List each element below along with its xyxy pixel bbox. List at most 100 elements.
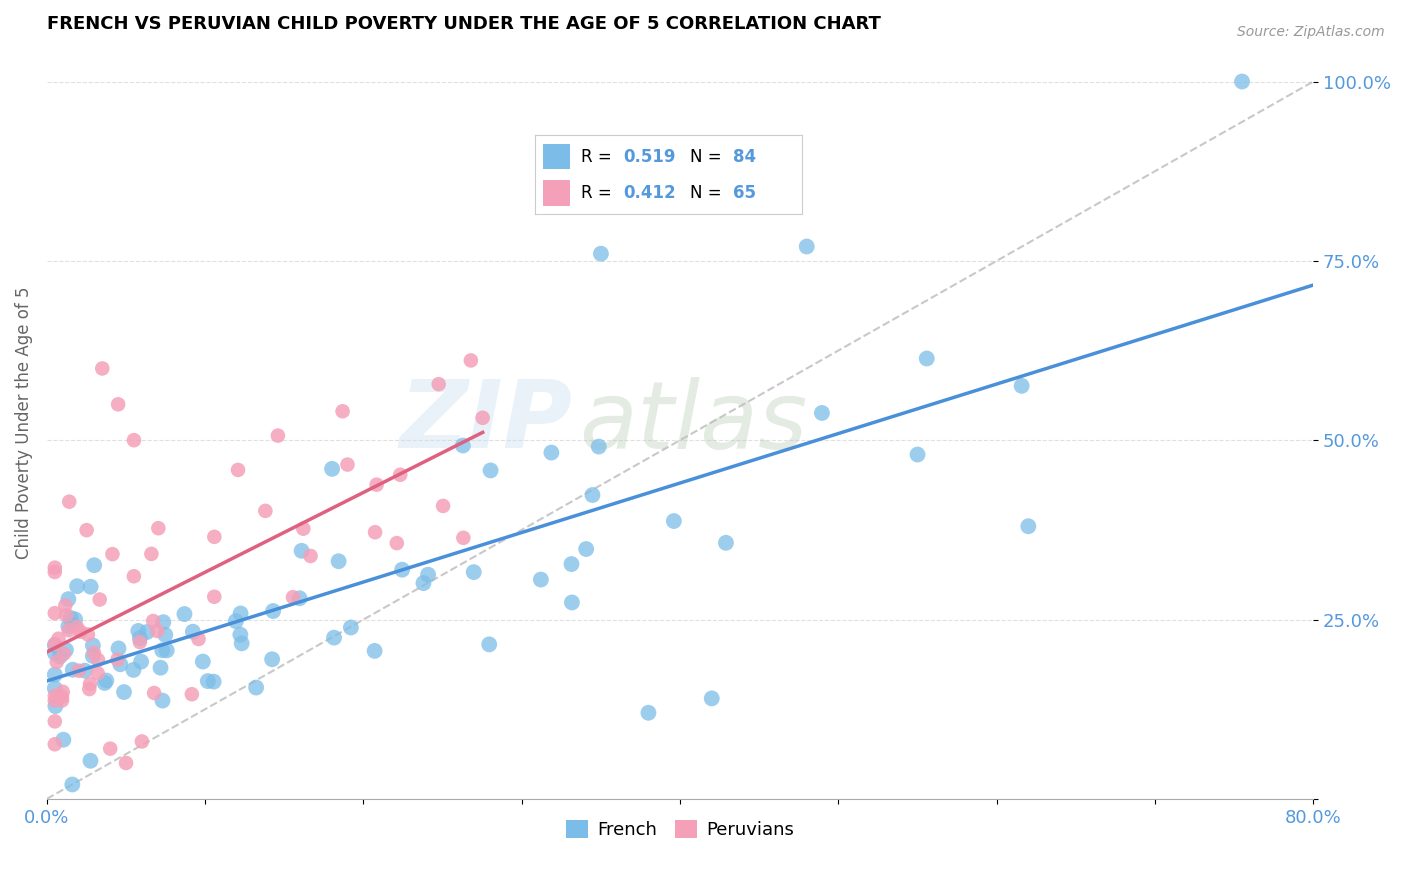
Point [225, 614, 247, 628]
Point [336, 458, 359, 472]
Point [146, 624, 169, 638]
Point [87, 653, 110, 667]
Point [136, 625, 159, 640]
Point [149, 661, 172, 675]
Point [44, 714, 66, 729]
Point [202, 530, 225, 544]
Point [291, 543, 314, 558]
Point [155, 628, 177, 642]
Point [202, 590, 225, 604]
Point [44, 606, 66, 620]
Text: R =: R = [581, 184, 617, 202]
Point [107, 641, 129, 656]
Point [152, 693, 174, 707]
Point [51, 690, 73, 704]
Point [101, 547, 124, 561]
Point [44, 646, 66, 660]
Point [79, 681, 101, 696]
Point [107, 397, 129, 411]
Point [58, 592, 80, 607]
Point [299, 549, 322, 563]
Point [1011, 379, 1033, 393]
Text: R =: R = [581, 148, 617, 166]
Point [63, 612, 86, 626]
Point [122, 433, 145, 447]
Point [122, 569, 145, 583]
Point [127, 624, 149, 638]
Point [44, 689, 66, 703]
Point [52, 685, 75, 699]
Point [637, 706, 659, 720]
Point [73, 664, 96, 678]
Point [915, 351, 938, 366]
Point [364, 525, 387, 540]
Point [60, 777, 83, 791]
Point [82, 639, 104, 653]
Point [700, 691, 723, 706]
Point [1230, 74, 1253, 88]
Point [59, 611, 82, 625]
Point [44, 737, 66, 751]
Point [231, 636, 253, 650]
Point [45, 655, 67, 669]
Point [226, 463, 249, 477]
Point [229, 628, 252, 642]
Point [451, 438, 474, 452]
Text: N =: N = [690, 148, 727, 166]
Point [412, 576, 434, 591]
Point [66, 579, 89, 593]
Text: 84: 84 [733, 148, 756, 166]
Point [202, 674, 225, 689]
Point [82, 648, 104, 663]
Text: 0.412: 0.412 [623, 184, 676, 202]
Point [79, 580, 101, 594]
Point [530, 573, 553, 587]
Point [55, 643, 77, 657]
Point [58, 494, 80, 508]
Point [288, 591, 311, 606]
Point [471, 410, 494, 425]
Point [44, 667, 66, 681]
Point [83, 646, 105, 660]
Point [44, 637, 66, 651]
Text: atlas: atlas [579, 376, 807, 467]
Point [128, 635, 150, 649]
Point [588, 440, 610, 454]
Point [714, 536, 737, 550]
Point [76, 523, 98, 537]
Point [416, 567, 439, 582]
Point [122, 663, 145, 677]
Point [560, 557, 582, 571]
Point [292, 522, 315, 536]
Point [662, 514, 685, 528]
Point [66, 620, 89, 634]
Point [340, 620, 363, 634]
Point [142, 614, 165, 628]
Point [115, 756, 138, 770]
Point [44, 699, 66, 714]
Point [58, 619, 80, 633]
Point [332, 404, 354, 418]
Point [77, 627, 100, 641]
Point [83, 558, 105, 573]
Point [811, 406, 834, 420]
Point [128, 631, 150, 645]
Point [96, 673, 118, 688]
Point [112, 685, 135, 699]
Point [156, 643, 179, 657]
Text: ZIP: ZIP [399, 376, 572, 468]
Point [143, 686, 166, 700]
Point [262, 604, 284, 618]
Point [93, 676, 115, 690]
Point [87, 666, 110, 681]
Legend: French, Peruvians: French, Peruvians [560, 813, 801, 847]
Point [79, 677, 101, 691]
Point [49, 649, 72, 664]
Point [187, 632, 209, 646]
Point [328, 554, 350, 568]
Point [460, 353, 482, 368]
Point [321, 462, 343, 476]
Text: 0.519: 0.519 [623, 148, 676, 166]
Point [245, 681, 267, 695]
Point [173, 607, 195, 621]
